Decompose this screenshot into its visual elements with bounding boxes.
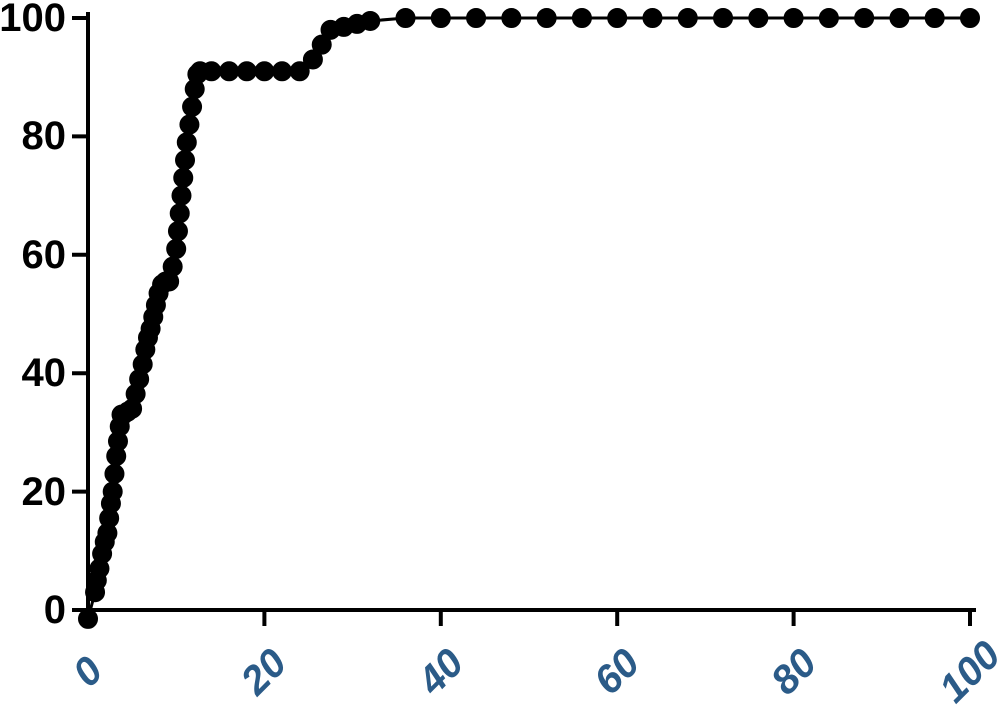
series-marker [183, 97, 202, 116]
series-marker [174, 168, 193, 187]
y-tick-label: 0 [44, 590, 66, 630]
series-marker [749, 9, 768, 28]
series-marker [643, 9, 662, 28]
series-marker [105, 464, 124, 483]
series-marker [537, 9, 556, 28]
series-marker [396, 9, 415, 28]
series-marker [961, 9, 980, 28]
series-marker [678, 9, 697, 28]
series-marker [172, 186, 191, 205]
series-marker [925, 9, 944, 28]
series-marker [273, 62, 292, 81]
series-marker [255, 62, 274, 81]
series-marker [79, 609, 98, 628]
series-marker [170, 204, 189, 223]
series-marker [714, 9, 733, 28]
y-tick-label: 40 [22, 353, 67, 393]
series-marker [237, 62, 256, 81]
series-marker [163, 257, 182, 276]
series-marker [431, 9, 450, 28]
series-marker [361, 11, 380, 30]
chart-canvas: 020406080100020406080100 [0, 0, 1000, 725]
series-marker [855, 9, 874, 28]
series-marker [784, 9, 803, 28]
series-marker [608, 9, 627, 28]
y-tick-label: 80 [22, 116, 67, 156]
series-marker [819, 9, 838, 28]
series-marker [176, 151, 195, 170]
series-marker [103, 482, 122, 501]
series-marker [502, 9, 521, 28]
series-marker [572, 9, 591, 28]
y-tick-label: 60 [22, 235, 67, 275]
series-marker [177, 133, 196, 152]
series-marker [167, 239, 186, 258]
series-marker [890, 9, 909, 28]
chart-svg [0, 0, 1000, 725]
series-marker [220, 62, 239, 81]
y-tick-label: 100 [0, 0, 66, 38]
series-marker [180, 115, 199, 134]
series-line [88, 18, 970, 619]
series-marker [168, 222, 187, 241]
y-tick-label: 20 [22, 472, 67, 512]
series-marker [467, 9, 486, 28]
series-marker [202, 62, 221, 81]
